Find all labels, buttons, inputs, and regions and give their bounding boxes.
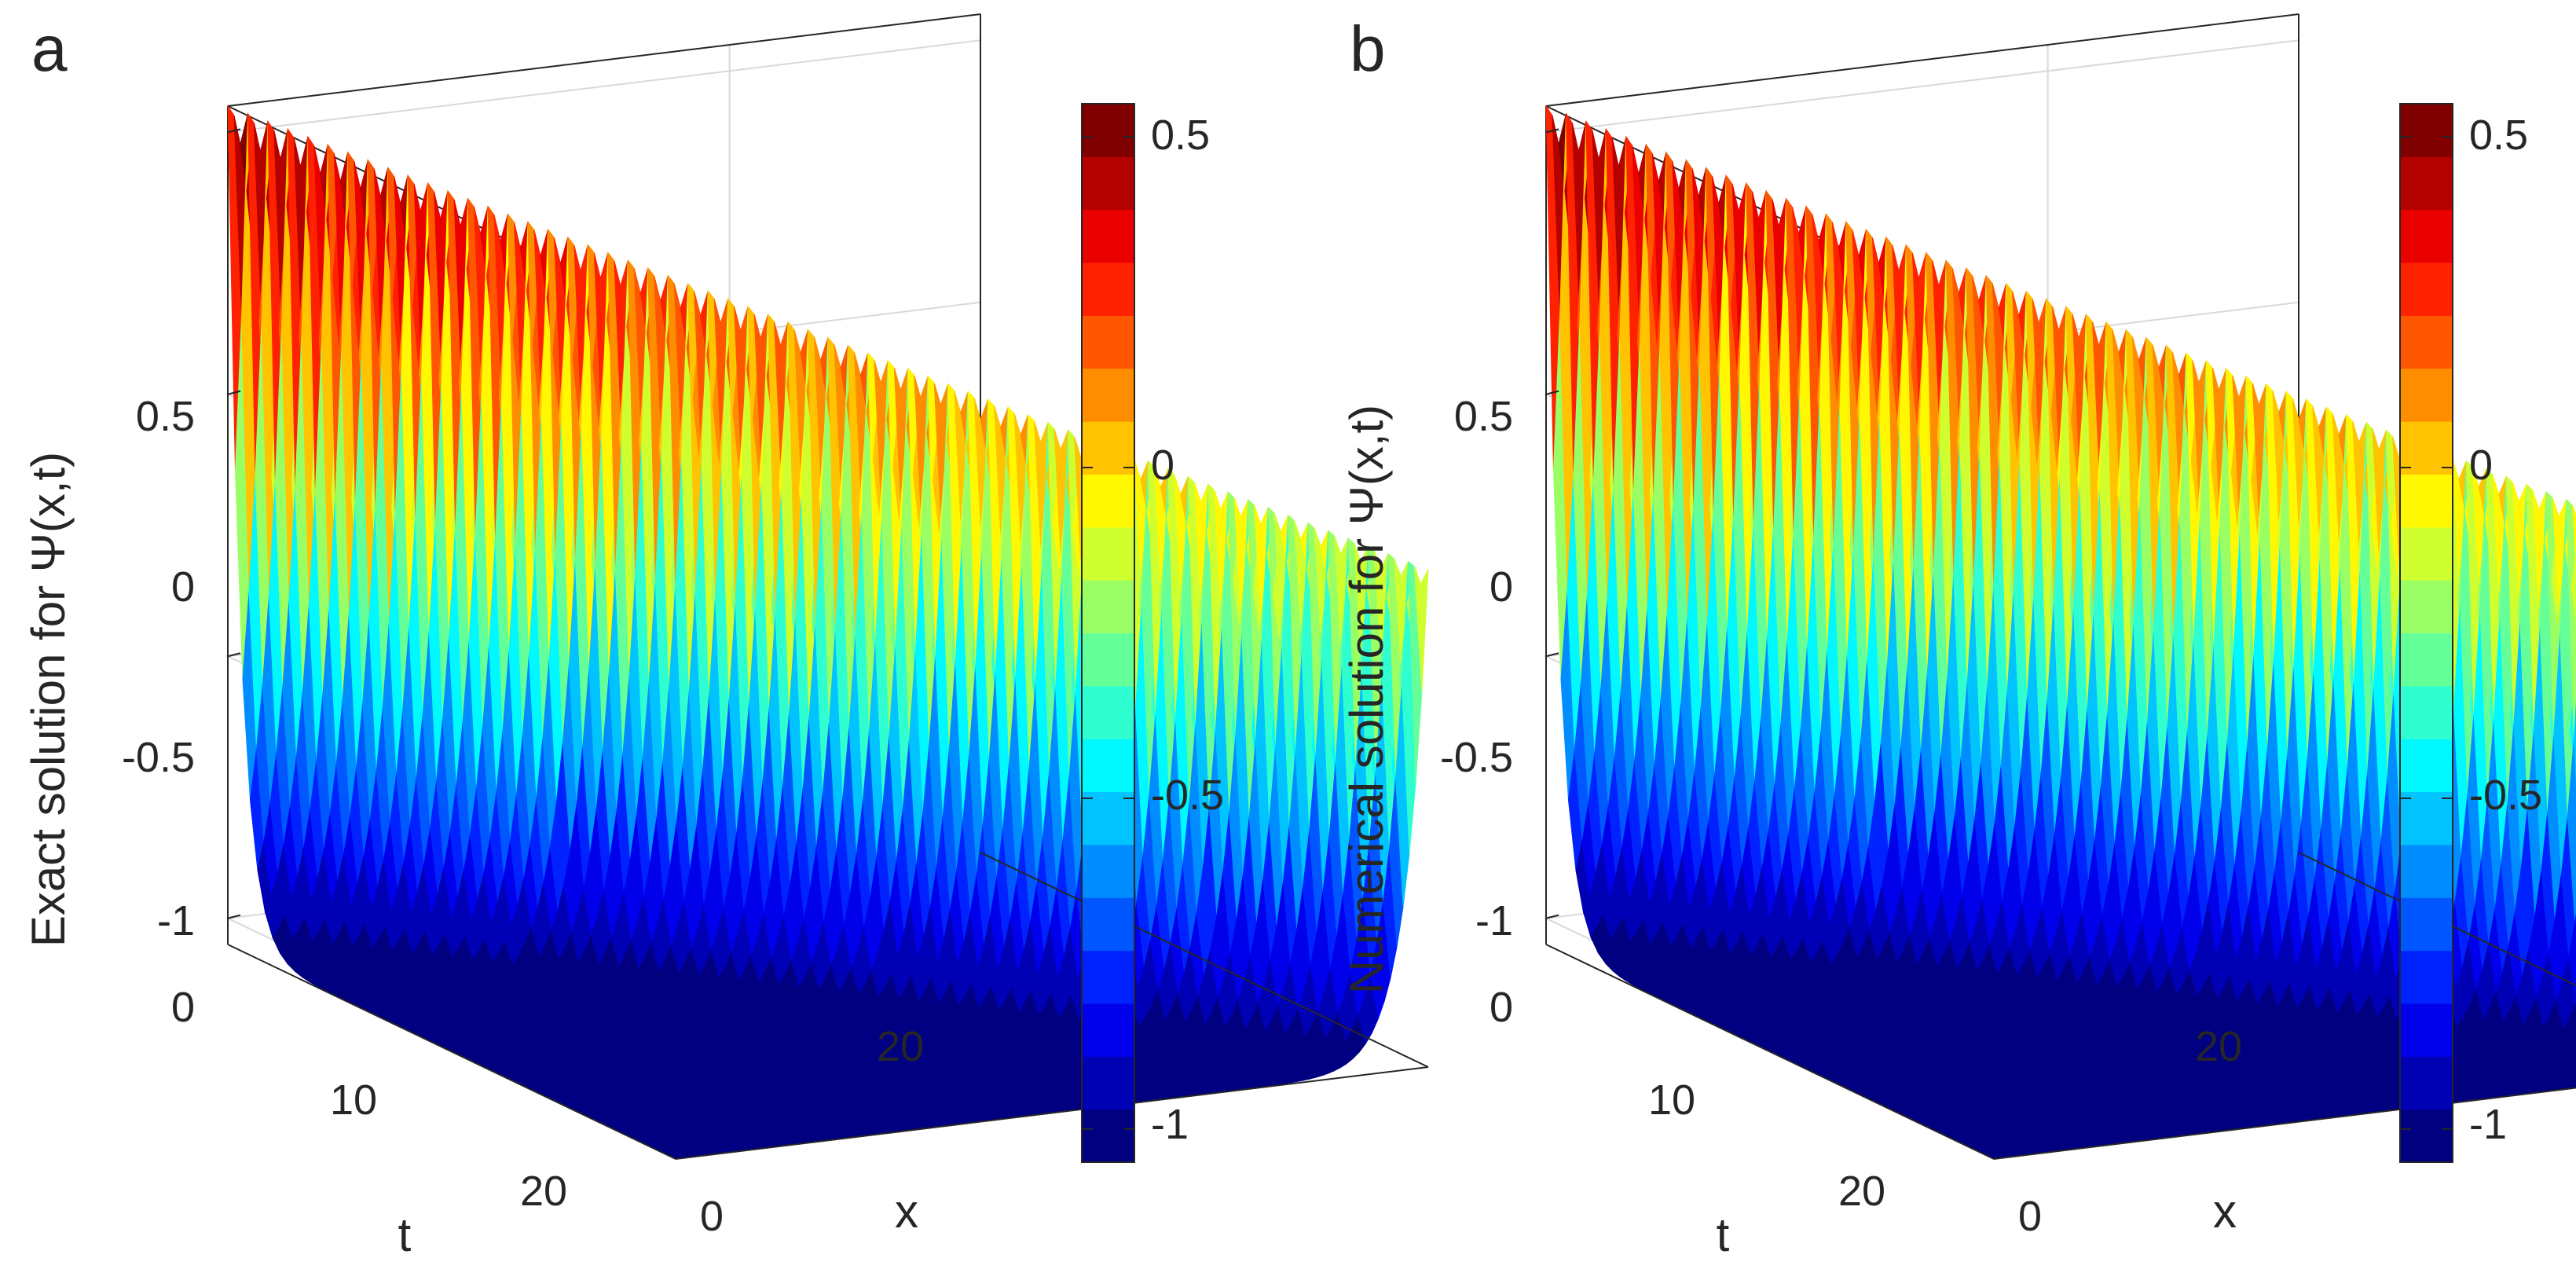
panel-a-label: a [31,13,68,85]
panel-a-surface [227,105,1429,1160]
box-back-edge-1 [227,13,981,107]
panel-a: a 0.5 0 -0.5 -1 0 10 20 0 20 t x Exact s… [22,13,1429,1261]
